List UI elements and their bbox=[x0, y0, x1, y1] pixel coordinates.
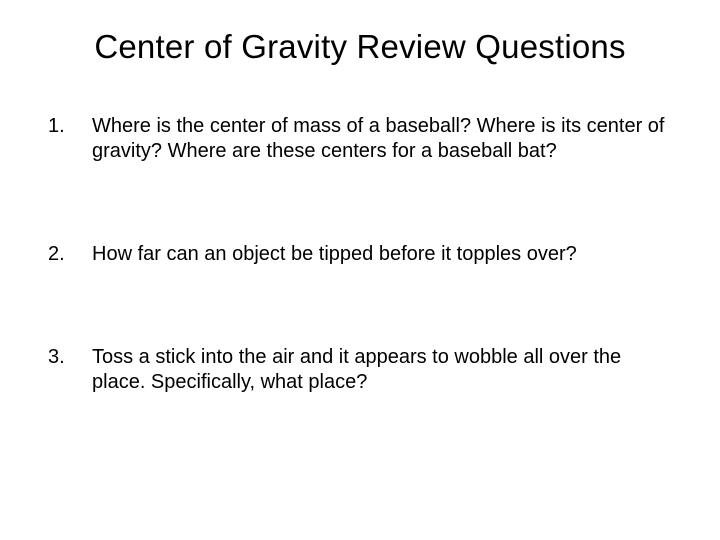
question-number: 1. bbox=[48, 114, 92, 164]
question-item: 2. How far can an object be tipped befor… bbox=[48, 242, 680, 267]
question-text: Toss a stick into the air and it appears… bbox=[92, 345, 680, 395]
page-title: Center of Gravity Review Questions bbox=[40, 28, 680, 66]
question-number: 3. bbox=[48, 345, 92, 395]
question-list: 1. Where is the center of mass of a base… bbox=[40, 114, 680, 395]
question-item: 3. Toss a stick into the air and it appe… bbox=[48, 345, 680, 395]
question-text: How far can an object be tipped before i… bbox=[92, 242, 680, 267]
question-text: Where is the center of mass of a basebal… bbox=[92, 114, 680, 164]
question-number: 2. bbox=[48, 242, 92, 267]
question-item: 1. Where is the center of mass of a base… bbox=[48, 114, 680, 164]
